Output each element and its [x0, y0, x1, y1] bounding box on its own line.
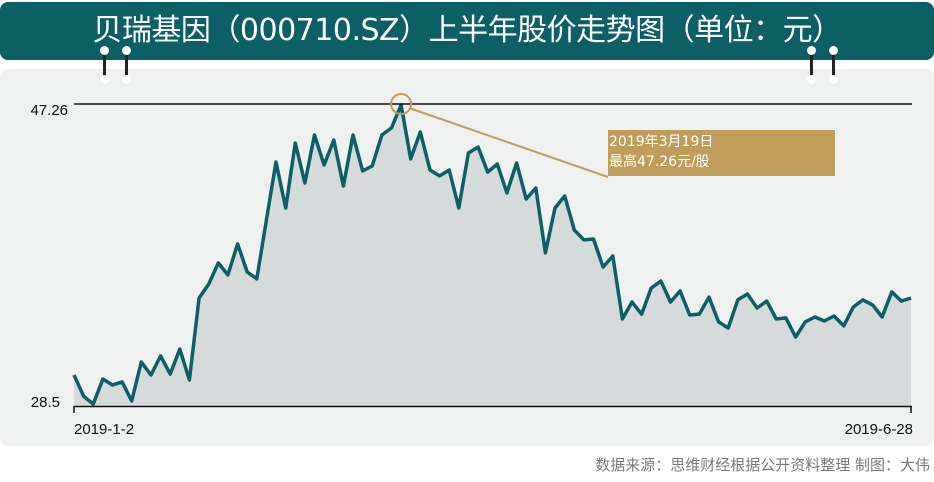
title-bar: 贝瑞基因（000710.SZ）上半年股价走势图（单位：元） — [0, 2, 934, 60]
pin-decoration — [100, 46, 109, 84]
annotation-value: 最高47.26元/股 — [609, 153, 710, 170]
price-area — [74, 105, 911, 406]
chart-title: 贝瑞基因（000710.SZ）上半年股价走势图（单位：元） — [92, 13, 842, 48]
pin-decoration — [829, 46, 838, 84]
x-tick-label-start: 2019-1-2 — [74, 421, 134, 438]
source-credit: 数据来源：思维财经根据公开资料整理 制图：大伟 — [595, 456, 930, 474]
annotation-connector — [408, 107, 609, 178]
y-tick-label-max: 47.26 — [30, 102, 68, 119]
x-tick-label-end: 2019-6-28 — [845, 421, 913, 438]
price-line — [72, 103, 912, 406]
annotation-date: 2019年3月19日 — [609, 134, 713, 150]
pin-decoration — [807, 46, 816, 84]
y-tick-label-min: 28.5 — [31, 394, 60, 411]
peak-marker-circle — [390, 93, 413, 115]
annotation-box — [608, 130, 835, 176]
pin-decoration — [122, 46, 131, 84]
